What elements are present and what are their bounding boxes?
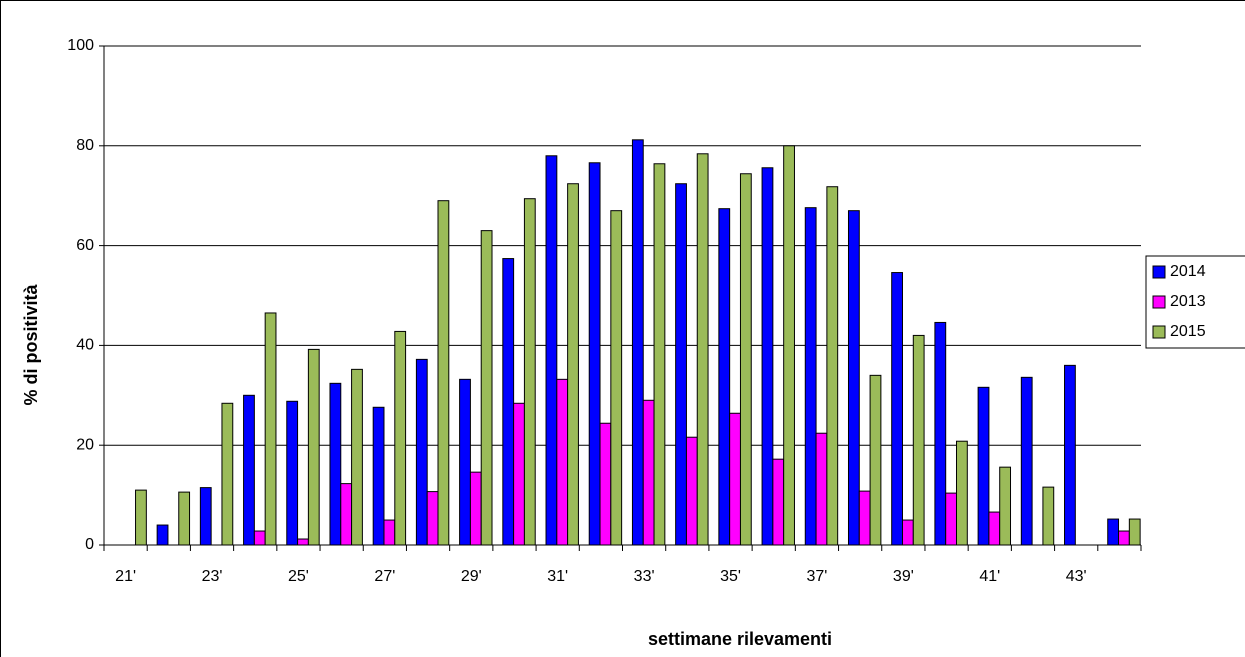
bar — [502, 258, 515, 546]
bar — [221, 402, 234, 546]
bar — [696, 153, 709, 546]
bar — [685, 436, 698, 546]
legend-label: 2013 — [1170, 293, 1206, 310]
bar — [329, 382, 342, 546]
bar — [264, 312, 277, 546]
legend-swatch — [1152, 295, 1166, 309]
bar — [351, 368, 363, 546]
bar — [901, 519, 914, 546]
bar — [675, 183, 687, 546]
y-tick-label: 20 — [76, 436, 94, 453]
bar — [1064, 364, 1076, 546]
bar — [135, 489, 147, 546]
bar — [383, 519, 396, 546]
bar — [826, 186, 839, 546]
bar — [415, 358, 428, 546]
legend-swatch — [1152, 265, 1166, 279]
bar — [956, 440, 968, 546]
y-tick-label: 40 — [76, 337, 94, 354]
bar — [729, 412, 741, 546]
bar — [523, 198, 536, 546]
bar — [804, 207, 817, 546]
bar — [253, 530, 266, 546]
legend-label: 2015 — [1170, 323, 1206, 340]
y-tick-label: 100 — [67, 37, 94, 54]
bar — [599, 422, 612, 546]
bar — [869, 374, 882, 546]
bar — [858, 490, 871, 546]
bar — [631, 139, 644, 546]
bar — [480, 230, 493, 546]
bar — [642, 399, 655, 546]
bar — [545, 155, 558, 546]
bar — [772, 458, 785, 546]
x-tick-label: 37' — [807, 568, 828, 585]
bar — [1042, 486, 1055, 546]
bar — [988, 511, 1001, 546]
bar — [977, 386, 990, 546]
bar — [999, 466, 1012, 546]
bar — [459, 378, 471, 546]
bar — [1107, 518, 1120, 546]
y-tick-label: 0 — [85, 536, 94, 553]
bar — [340, 483, 353, 546]
bar — [156, 524, 169, 546]
y-axis-title: % di positività — [21, 284, 41, 406]
bar — [426, 491, 439, 546]
bar — [891, 272, 903, 546]
y-tick-label: 80 — [76, 137, 94, 154]
bar — [1128, 518, 1141, 546]
bar — [934, 321, 947, 546]
x-tick-label: 39' — [893, 568, 914, 585]
bar — [815, 432, 828, 546]
bar — [588, 162, 601, 546]
bar — [394, 330, 407, 546]
bar — [1020, 376, 1033, 546]
bar — [945, 492, 958, 546]
bar — [307, 348, 320, 546]
x-axis-title: settimane rilevamenti — [648, 629, 832, 649]
bar — [286, 400, 299, 546]
bar — [912, 334, 925, 546]
x-tick-label: 41' — [979, 568, 1000, 585]
x-tick-label: 21' — [115, 568, 136, 585]
bar — [610, 210, 623, 546]
bar — [847, 210, 860, 546]
bar — [783, 145, 795, 546]
bar — [437, 200, 450, 546]
bar — [297, 538, 309, 546]
x-tick-label: 25' — [288, 568, 309, 585]
bar — [513, 402, 525, 546]
x-tick-label: 33' — [634, 568, 655, 585]
x-tick-label: 27' — [374, 568, 395, 585]
bar — [653, 163, 666, 546]
bar — [469, 471, 482, 546]
bar — [761, 167, 774, 546]
bar — [372, 406, 385, 546]
bar — [199, 487, 212, 546]
y-tick-label: 60 — [76, 237, 94, 254]
bar — [739, 173, 752, 546]
bar — [556, 378, 569, 546]
x-tick-label: 29' — [461, 568, 482, 585]
bar — [567, 183, 579, 546]
bar — [718, 208, 731, 546]
bar — [178, 491, 191, 546]
legend-swatch — [1152, 325, 1166, 339]
x-tick-label: 43' — [1066, 568, 1087, 585]
x-tick-label: 31' — [547, 568, 568, 585]
bar — [243, 394, 255, 546]
x-tick-label: 23' — [202, 568, 223, 585]
legend-label: 2014 — [1170, 263, 1206, 280]
x-tick-label: 35' — [720, 568, 741, 585]
bar — [1118, 530, 1130, 546]
